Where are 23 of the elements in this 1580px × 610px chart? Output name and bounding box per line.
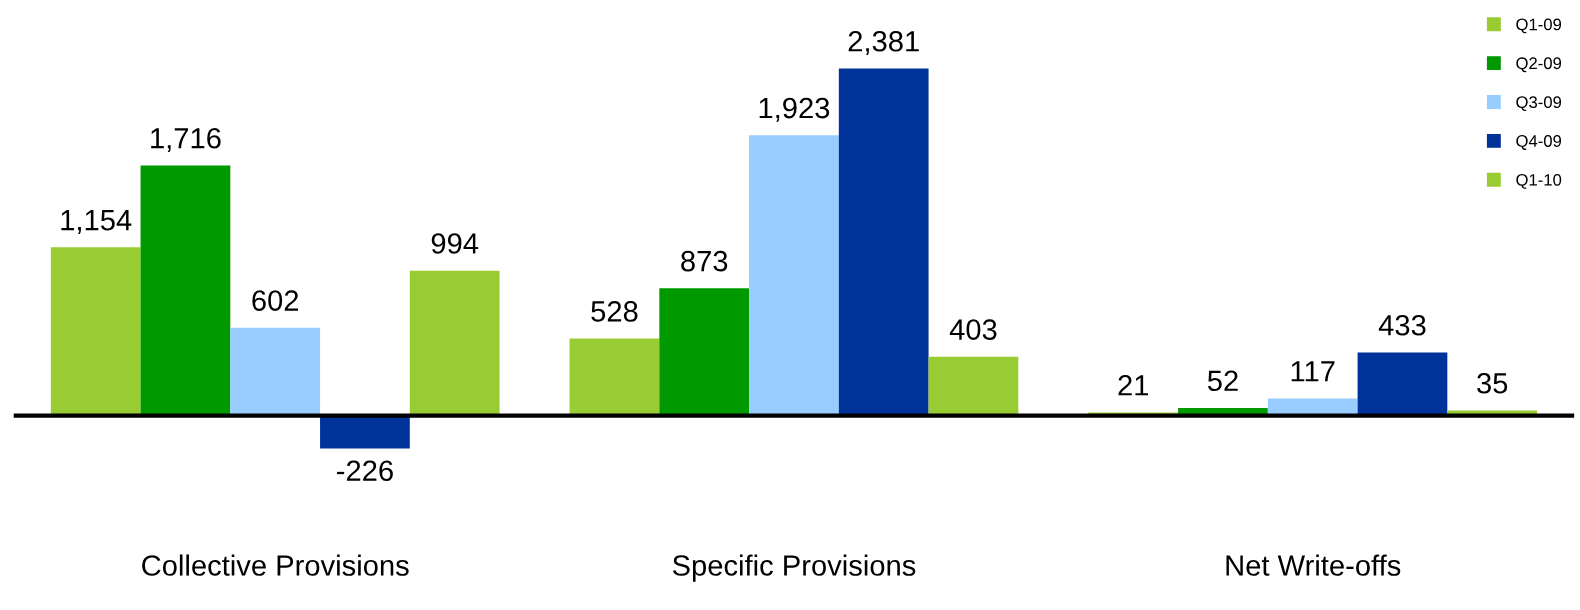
- x-tick-label: Specific Provisions: [672, 554, 916, 582]
- x-tick-label: Collective Provisions: [142, 554, 409, 576]
- data-label: 117: [1291, 361, 1335, 382]
- data-label: 994: [431, 233, 479, 254]
- data-label: 528: [591, 301, 638, 322]
- data-label: 1,716: [151, 127, 221, 152]
- data-label: 403: [949, 319, 997, 340]
- data-label: 433: [1378, 314, 1426, 336]
- data-label: 21: [1118, 374, 1149, 396]
- legend-label: Q1-09: [1516, 18, 1562, 34]
- data-label: -226: [337, 460, 393, 482]
- data-label: 52: [1207, 370, 1238, 392]
- data-label: 2,381: [848, 30, 919, 56]
- data-label: 1,923: [759, 97, 830, 122]
- legend-label: Q3-09: [1516, 96, 1562, 112]
- data-label: 1,154: [61, 210, 132, 234]
- legend-label: Q4-09: [1516, 135, 1562, 150]
- legend-label: Q2-09: [1516, 57, 1562, 73]
- data-label: 35: [1477, 372, 1508, 394]
- data-label: 602: [252, 290, 299, 311]
- x-tick-label: Net Write-offs: [1226, 554, 1401, 576]
- data-label: 873: [681, 250, 728, 272]
- legend-label: Q1-10: [1516, 173, 1562, 189]
